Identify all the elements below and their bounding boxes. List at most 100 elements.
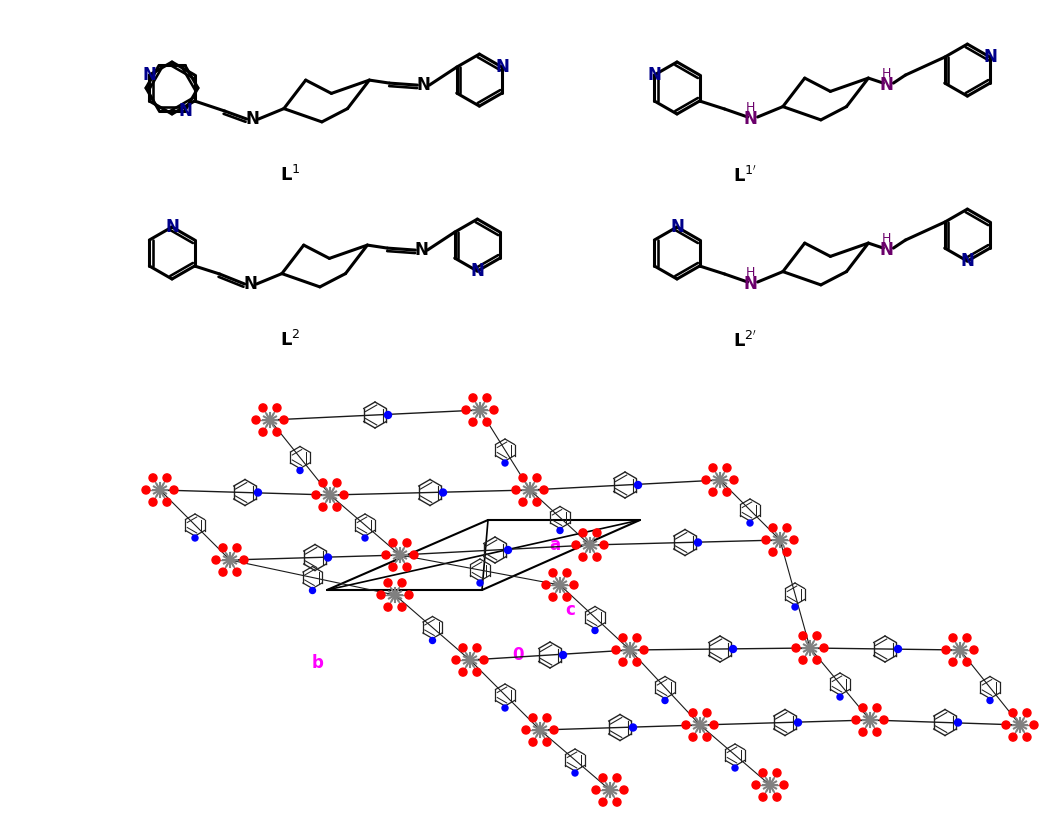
Circle shape (689, 709, 697, 717)
Circle shape (859, 704, 867, 712)
Circle shape (163, 474, 171, 482)
Circle shape (599, 774, 607, 782)
Circle shape (398, 603, 406, 611)
Circle shape (542, 581, 550, 589)
Circle shape (377, 591, 385, 599)
Circle shape (579, 553, 587, 561)
Circle shape (557, 528, 563, 534)
Circle shape (730, 476, 738, 484)
Circle shape (782, 524, 791, 532)
Circle shape (192, 535, 199, 541)
Text: a: a (549, 536, 561, 554)
Circle shape (149, 474, 157, 482)
Text: H: H (882, 231, 891, 244)
Text: N: N (961, 252, 975, 270)
Text: H: H (882, 67, 891, 79)
Circle shape (852, 716, 860, 724)
Circle shape (309, 587, 316, 593)
Circle shape (1023, 709, 1031, 717)
Circle shape (620, 786, 628, 794)
Circle shape (452, 656, 460, 664)
Circle shape (406, 591, 413, 599)
Circle shape (477, 580, 483, 586)
Circle shape (762, 536, 770, 544)
Circle shape (949, 659, 957, 666)
Circle shape (600, 541, 608, 549)
Circle shape (430, 637, 435, 644)
Circle shape (963, 634, 972, 642)
Circle shape (319, 479, 327, 487)
Circle shape (579, 529, 587, 537)
Circle shape (1030, 721, 1038, 729)
Circle shape (1008, 733, 1017, 741)
Text: H: H (746, 266, 755, 279)
Circle shape (463, 406, 470, 414)
Circle shape (640, 646, 648, 654)
Circle shape (1008, 709, 1017, 717)
Circle shape (540, 486, 548, 494)
Circle shape (563, 569, 571, 577)
Circle shape (533, 498, 541, 506)
Text: 0: 0 (512, 646, 524, 664)
Text: N: N (178, 101, 192, 119)
Circle shape (773, 793, 781, 801)
Circle shape (635, 481, 641, 489)
Circle shape (473, 644, 480, 652)
Text: N: N (414, 241, 429, 259)
Circle shape (459, 668, 467, 676)
Circle shape (769, 524, 777, 532)
Circle shape (240, 556, 248, 564)
Circle shape (732, 765, 738, 771)
Circle shape (942, 646, 950, 654)
Text: N: N (647, 66, 661, 84)
Circle shape (592, 627, 598, 633)
Circle shape (682, 721, 690, 729)
Circle shape (773, 769, 781, 777)
Circle shape (163, 498, 171, 506)
Circle shape (572, 770, 578, 776)
Circle shape (384, 579, 392, 587)
Circle shape (233, 544, 241, 551)
Circle shape (297, 467, 303, 474)
Circle shape (792, 604, 798, 610)
Circle shape (987, 698, 993, 703)
Circle shape (782, 548, 791, 556)
Text: N: N (671, 218, 684, 236)
Circle shape (473, 668, 480, 676)
Circle shape (593, 553, 601, 561)
Circle shape (695, 539, 701, 546)
Circle shape (759, 793, 767, 801)
Circle shape (274, 404, 281, 412)
Circle shape (619, 659, 627, 666)
Circle shape (254, 489, 262, 496)
Circle shape (389, 563, 397, 571)
Circle shape (398, 579, 406, 587)
Circle shape (340, 491, 348, 499)
Text: N: N (880, 76, 893, 94)
Circle shape (518, 474, 527, 482)
Circle shape (529, 738, 538, 746)
Circle shape (549, 569, 557, 577)
Circle shape (259, 428, 267, 436)
Text: L$^{2'}$: L$^{2'}$ (733, 329, 757, 350)
Circle shape (612, 798, 621, 806)
Circle shape (410, 551, 418, 559)
Circle shape (790, 536, 798, 544)
Circle shape (570, 581, 578, 589)
Circle shape (633, 659, 641, 666)
Circle shape (599, 798, 607, 806)
Circle shape (219, 544, 227, 551)
Circle shape (362, 535, 367, 541)
Circle shape (280, 416, 288, 424)
Circle shape (533, 474, 541, 482)
Circle shape (703, 733, 711, 741)
Circle shape (689, 733, 697, 741)
Circle shape (821, 644, 828, 652)
Circle shape (813, 632, 821, 640)
Circle shape (549, 593, 557, 601)
Circle shape (723, 488, 731, 496)
Circle shape (502, 705, 508, 711)
Circle shape (502, 460, 508, 466)
Circle shape (769, 548, 777, 556)
Circle shape (723, 464, 731, 472)
